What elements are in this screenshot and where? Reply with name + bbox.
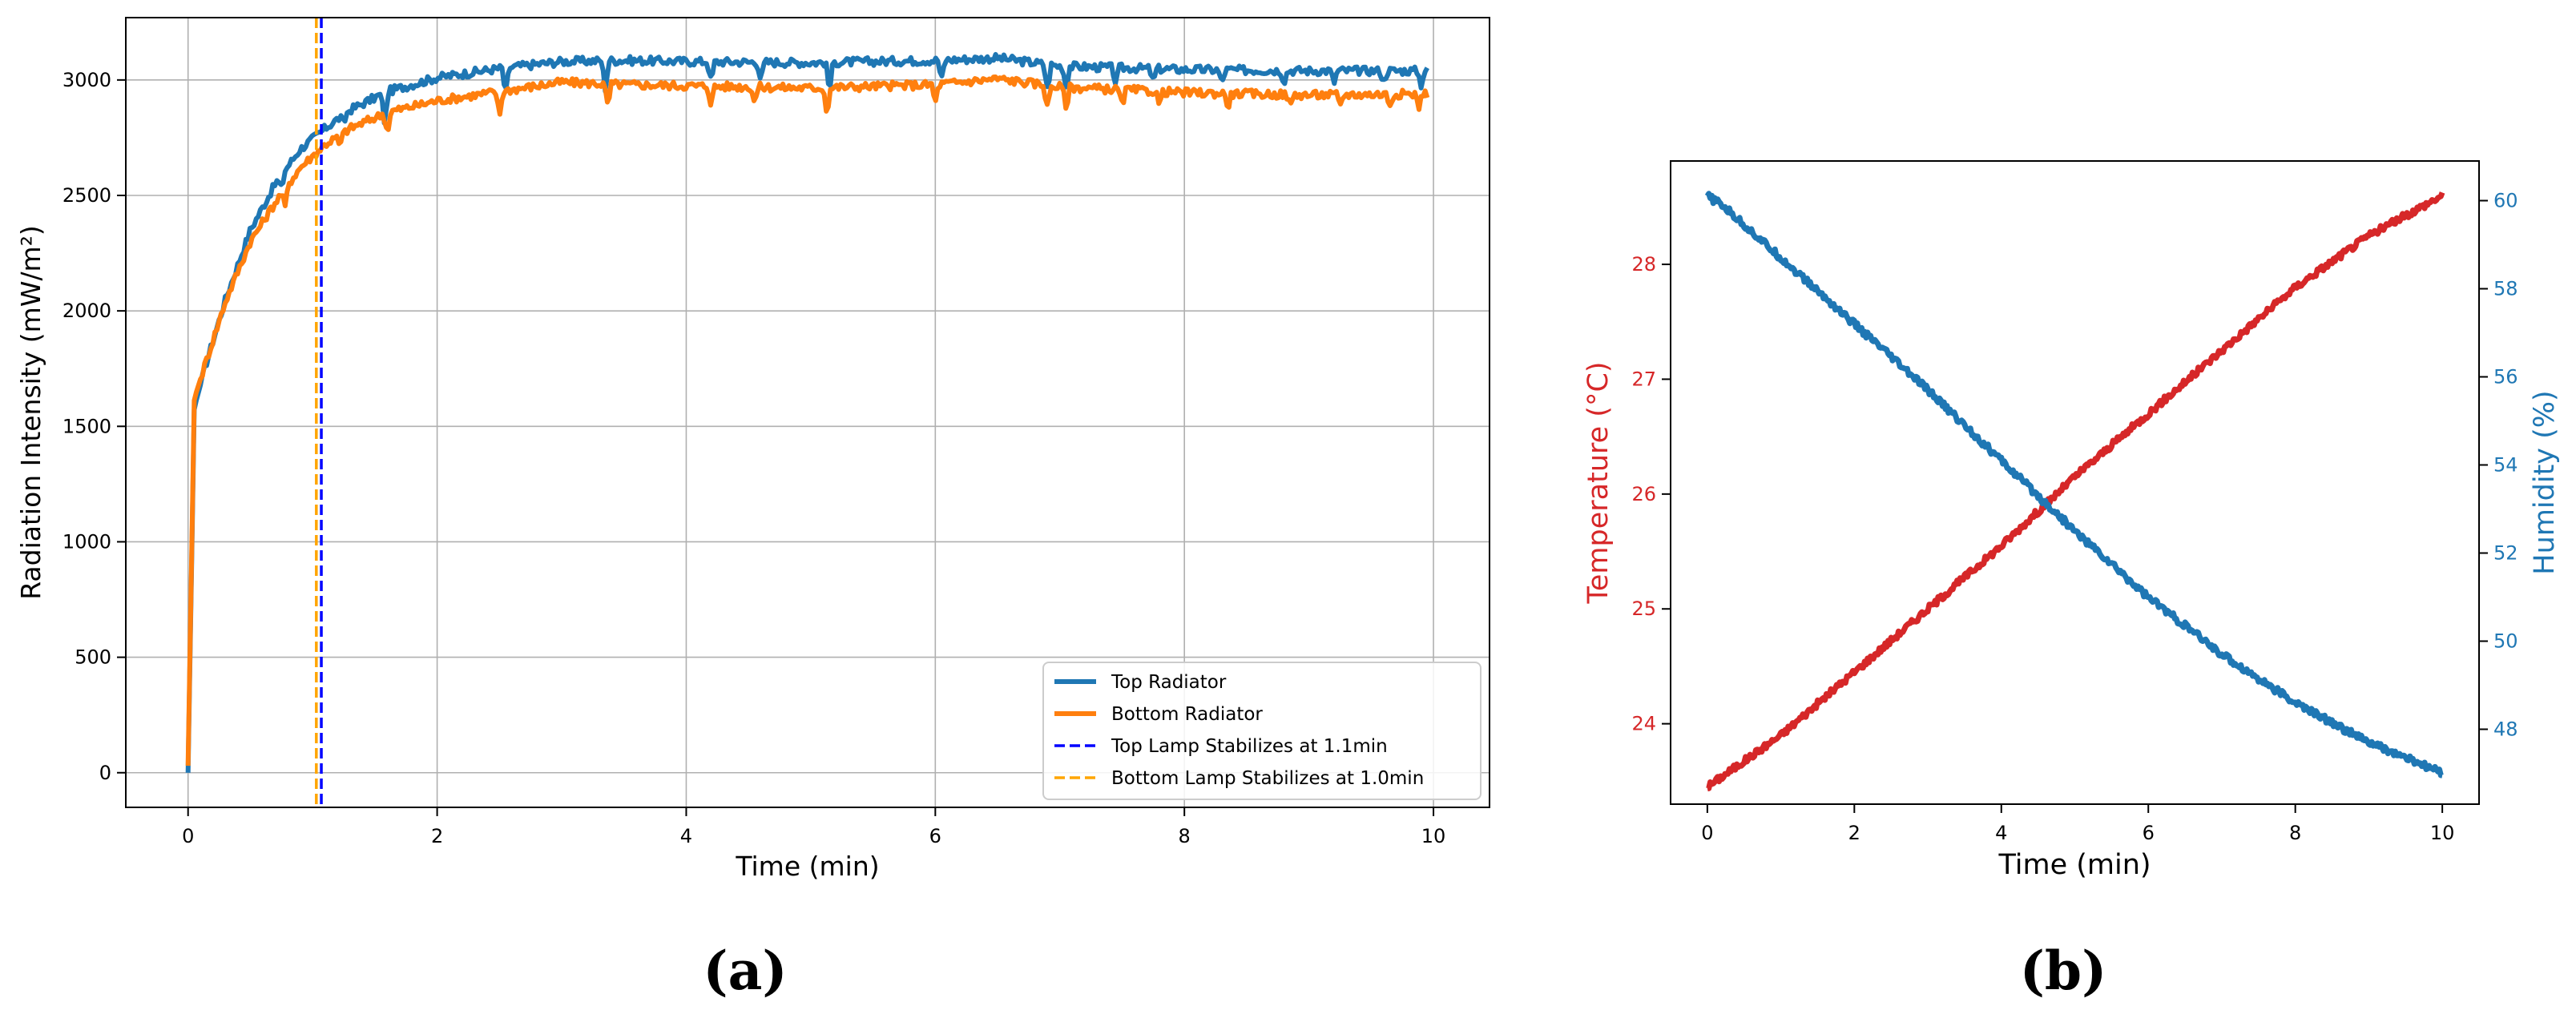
x-tick-label: 8: [2289, 822, 2301, 844]
x-tick-label: 8: [1179, 825, 1191, 847]
chart-panel-a: 0 2 4 6 8 10 0 500 1000 1500 2000 2500 3000 Time (min…: [15, 17, 1490, 1002]
legend-label-top-lamp-stabilizes-at-1-1min: Top Lamp Stabilizes at 1.1min: [1111, 736, 1388, 757]
y-tick-label: 2000: [62, 300, 111, 322]
y-tick-label: 500: [75, 646, 111, 669]
y-tick-label: 0: [99, 762, 111, 784]
x-tick-label: 10: [2430, 822, 2455, 844]
y-right-tick-label: 60: [2493, 190, 2518, 212]
panel-label-a: (a): [703, 940, 787, 1002]
series-line-temperature: [1706, 191, 2445, 792]
series-line-bottom-radiator: [185, 74, 1430, 767]
x-tick-label: 6: [929, 825, 941, 847]
y-left-tick-label: 27: [1631, 368, 1656, 390]
x-tick-label: 0: [1701, 822, 1713, 844]
x-tick-label: 10: [1421, 825, 1446, 847]
y-left-tick-label: 25: [1631, 598, 1656, 620]
x-tick-label: 6: [2143, 822, 2155, 844]
x-tick-label: 2: [1848, 822, 1860, 844]
y-right-tick-label: 54: [2493, 454, 2518, 477]
y-right-tick-label: 50: [2493, 630, 2518, 653]
legend-box: [1042, 662, 1482, 800]
plot-frame: [1670, 160, 2480, 805]
series-line-top-radiator: [185, 51, 1429, 773]
y-right-axis-label: Humidity (%): [2529, 390, 2561, 574]
x-tick-label: 0: [182, 825, 194, 847]
y-right-tick-label: 58: [2493, 278, 2518, 300]
y-tick-label: 3000: [62, 69, 111, 91]
y-tick-label: 1000: [62, 530, 111, 553]
y-right-tick-label: 56: [2493, 366, 2518, 388]
y-right-tick-label: 52: [2493, 542, 2518, 565]
y-tick-label: 1500: [62, 415, 111, 437]
plot-frame: [125, 17, 1490, 808]
x-tick-label: 4: [680, 825, 692, 847]
y-tick-label: 2500: [62, 184, 111, 207]
y-left-tick-label: 24: [1631, 713, 1656, 735]
x-tick-label: 4: [1995, 822, 2007, 844]
y-right-tick-label: 48: [2493, 718, 2518, 741]
legend-label-bottom-lamp-stabilizes-at-1-0min: Bottom Lamp Stabilizes at 1.0min: [1111, 768, 1424, 789]
legend-label-bottom-radiator: Bottom Radiator: [1111, 704, 1263, 725]
series-line-humidity: [1704, 191, 2444, 779]
y-left-tick-label: 26: [1631, 483, 1656, 505]
x-axis-label: Time (min): [735, 851, 879, 882]
x-axis-label: Time (min): [1998, 849, 2151, 881]
legend-label-top-radiator: Top Radiator: [1111, 672, 1227, 693]
y-axis-label: Radiation Intensity (mW/m²): [15, 225, 46, 600]
y-left-axis-label: Temperature (°C): [1582, 361, 1615, 604]
x-tick-label: 2: [431, 825, 443, 847]
y-left-tick-label: 28: [1631, 253, 1656, 276]
panel-label-b: (b): [2020, 940, 2107, 1002]
